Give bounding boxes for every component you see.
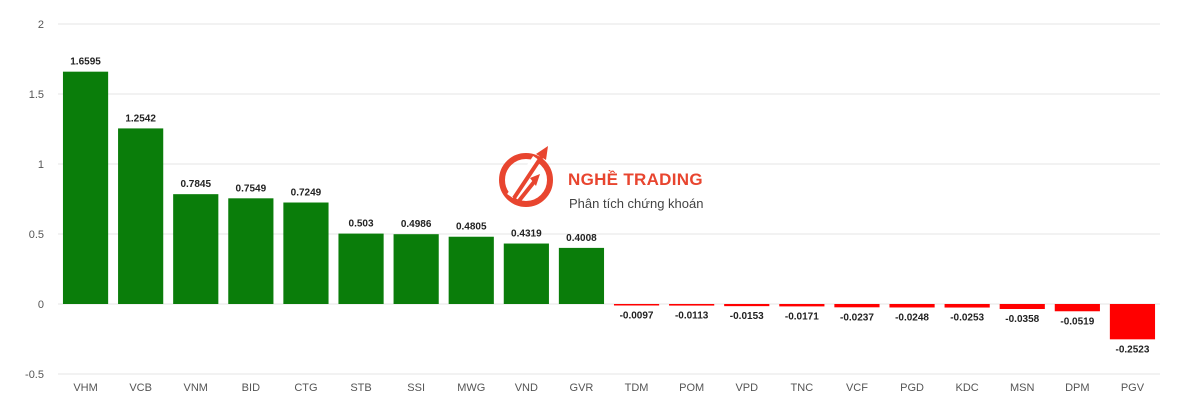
x-tick-label: VCF (846, 382, 868, 394)
bar-stb[interactable] (338, 233, 384, 304)
y-tick-label: 1 (38, 159, 44, 171)
x-tick-label: KDC (956, 382, 979, 394)
bar-pgv[interactable] (1109, 304, 1156, 340)
data-label: -0.2523 (1115, 344, 1149, 355)
x-tick-label: TDM (625, 382, 649, 394)
data-labels: 1.6595 1.2542 0.7845 0.7549 0.7249 0.503 0.498… (70, 57, 1150, 356)
data-label: 0.4008 (566, 233, 597, 244)
y-tick-label: 0 (38, 299, 44, 311)
data-label: 0.4319 (511, 229, 542, 240)
bar-ssi[interactable] (393, 234, 439, 304)
bar-vpd[interactable] (724, 304, 770, 307)
watermark-brand: NGHỀ TRADING (568, 170, 703, 189)
data-label: -0.0113 (675, 311, 709, 322)
bar-kdc[interactable] (944, 304, 990, 308)
y-tick-label: 0.5 (29, 229, 44, 241)
bar-vnm[interactable] (173, 194, 219, 304)
bar-ctg[interactable] (283, 202, 329, 304)
bar-vcb[interactable] (118, 128, 164, 304)
data-label: -0.0519 (1060, 316, 1094, 327)
x-tick-label: VHM (73, 382, 97, 394)
x-tick-label: DPM (1065, 382, 1089, 394)
data-label: -0.0171 (785, 311, 819, 322)
x-tick-label: VPD (735, 382, 758, 394)
data-label: 0.4986 (401, 219, 432, 230)
bar-gvr[interactable] (558, 247, 605, 304)
data-label: 1.2542 (125, 113, 156, 124)
x-tick-label: SSI (407, 382, 425, 394)
x-tick-label: POM (679, 382, 704, 394)
bar-tnc[interactable] (779, 304, 825, 307)
data-label: -0.0097 (620, 311, 654, 322)
y-axis: -0.5 0 0.5 1 1.5 2 (25, 19, 44, 381)
bar-tdm[interactable] (613, 304, 660, 306)
data-label: 0.4805 (456, 222, 487, 233)
data-label: 1.6595 (70, 57, 101, 68)
x-axis: VHM VCB VNM BID CTG STB SSI MWG VND GVR TDM POM VPD T… (73, 382, 1144, 394)
bar-dpm[interactable] (1054, 304, 1100, 312)
data-label: 0.7249 (291, 188, 322, 199)
data-label: 0.7549 (236, 183, 267, 194)
x-tick-label: CTG (294, 382, 317, 394)
y-tick-label: -0.5 (25, 369, 44, 381)
bar-chart: -0.5 0 0.5 1 1.5 2 1.6595 1.2542 0.7845 0.7549 0.… (25, 19, 1160, 394)
x-tick-label: MWG (457, 382, 485, 394)
bar-vcf[interactable] (834, 304, 880, 308)
bar-vhm[interactable] (62, 71, 109, 304)
bar-vnd[interactable] (503, 243, 549, 304)
bar-pom[interactable] (669, 304, 715, 306)
logo-icon (490, 140, 568, 223)
data-label: 0.503 (349, 219, 374, 230)
x-tick-label: MSN (1010, 382, 1035, 394)
bar-pgd[interactable] (889, 304, 935, 308)
data-label: -0.0358 (1005, 314, 1039, 325)
data-label: -0.0248 (895, 312, 929, 323)
data-label: -0.0153 (730, 311, 764, 322)
x-tick-label: GVR (570, 382, 594, 394)
bar-msn[interactable] (999, 304, 1045, 310)
watermark-tagline: Phân tích chứng khoán (569, 196, 704, 211)
x-tick-label: VND (515, 382, 538, 394)
y-tick-label: 2 (38, 19, 44, 31)
data-label: 0.7845 (180, 179, 211, 190)
x-tick-label: TNC (791, 382, 814, 394)
x-tick-label: BID (242, 382, 260, 394)
data-label: -0.0237 (840, 312, 874, 323)
x-tick-label: PGV (1121, 382, 1145, 394)
x-tick-label: VCB (129, 382, 152, 394)
data-label: -0.0253 (950, 313, 984, 324)
bar-mwg[interactable] (448, 236, 494, 304)
x-tick-label: PGD (900, 382, 924, 394)
bars (62, 71, 1156, 340)
x-tick-label: STB (350, 382, 371, 394)
x-tick-label: VNM (184, 382, 208, 394)
y-tick-label: 1.5 (29, 89, 44, 101)
bar-bid[interactable] (228, 198, 274, 304)
